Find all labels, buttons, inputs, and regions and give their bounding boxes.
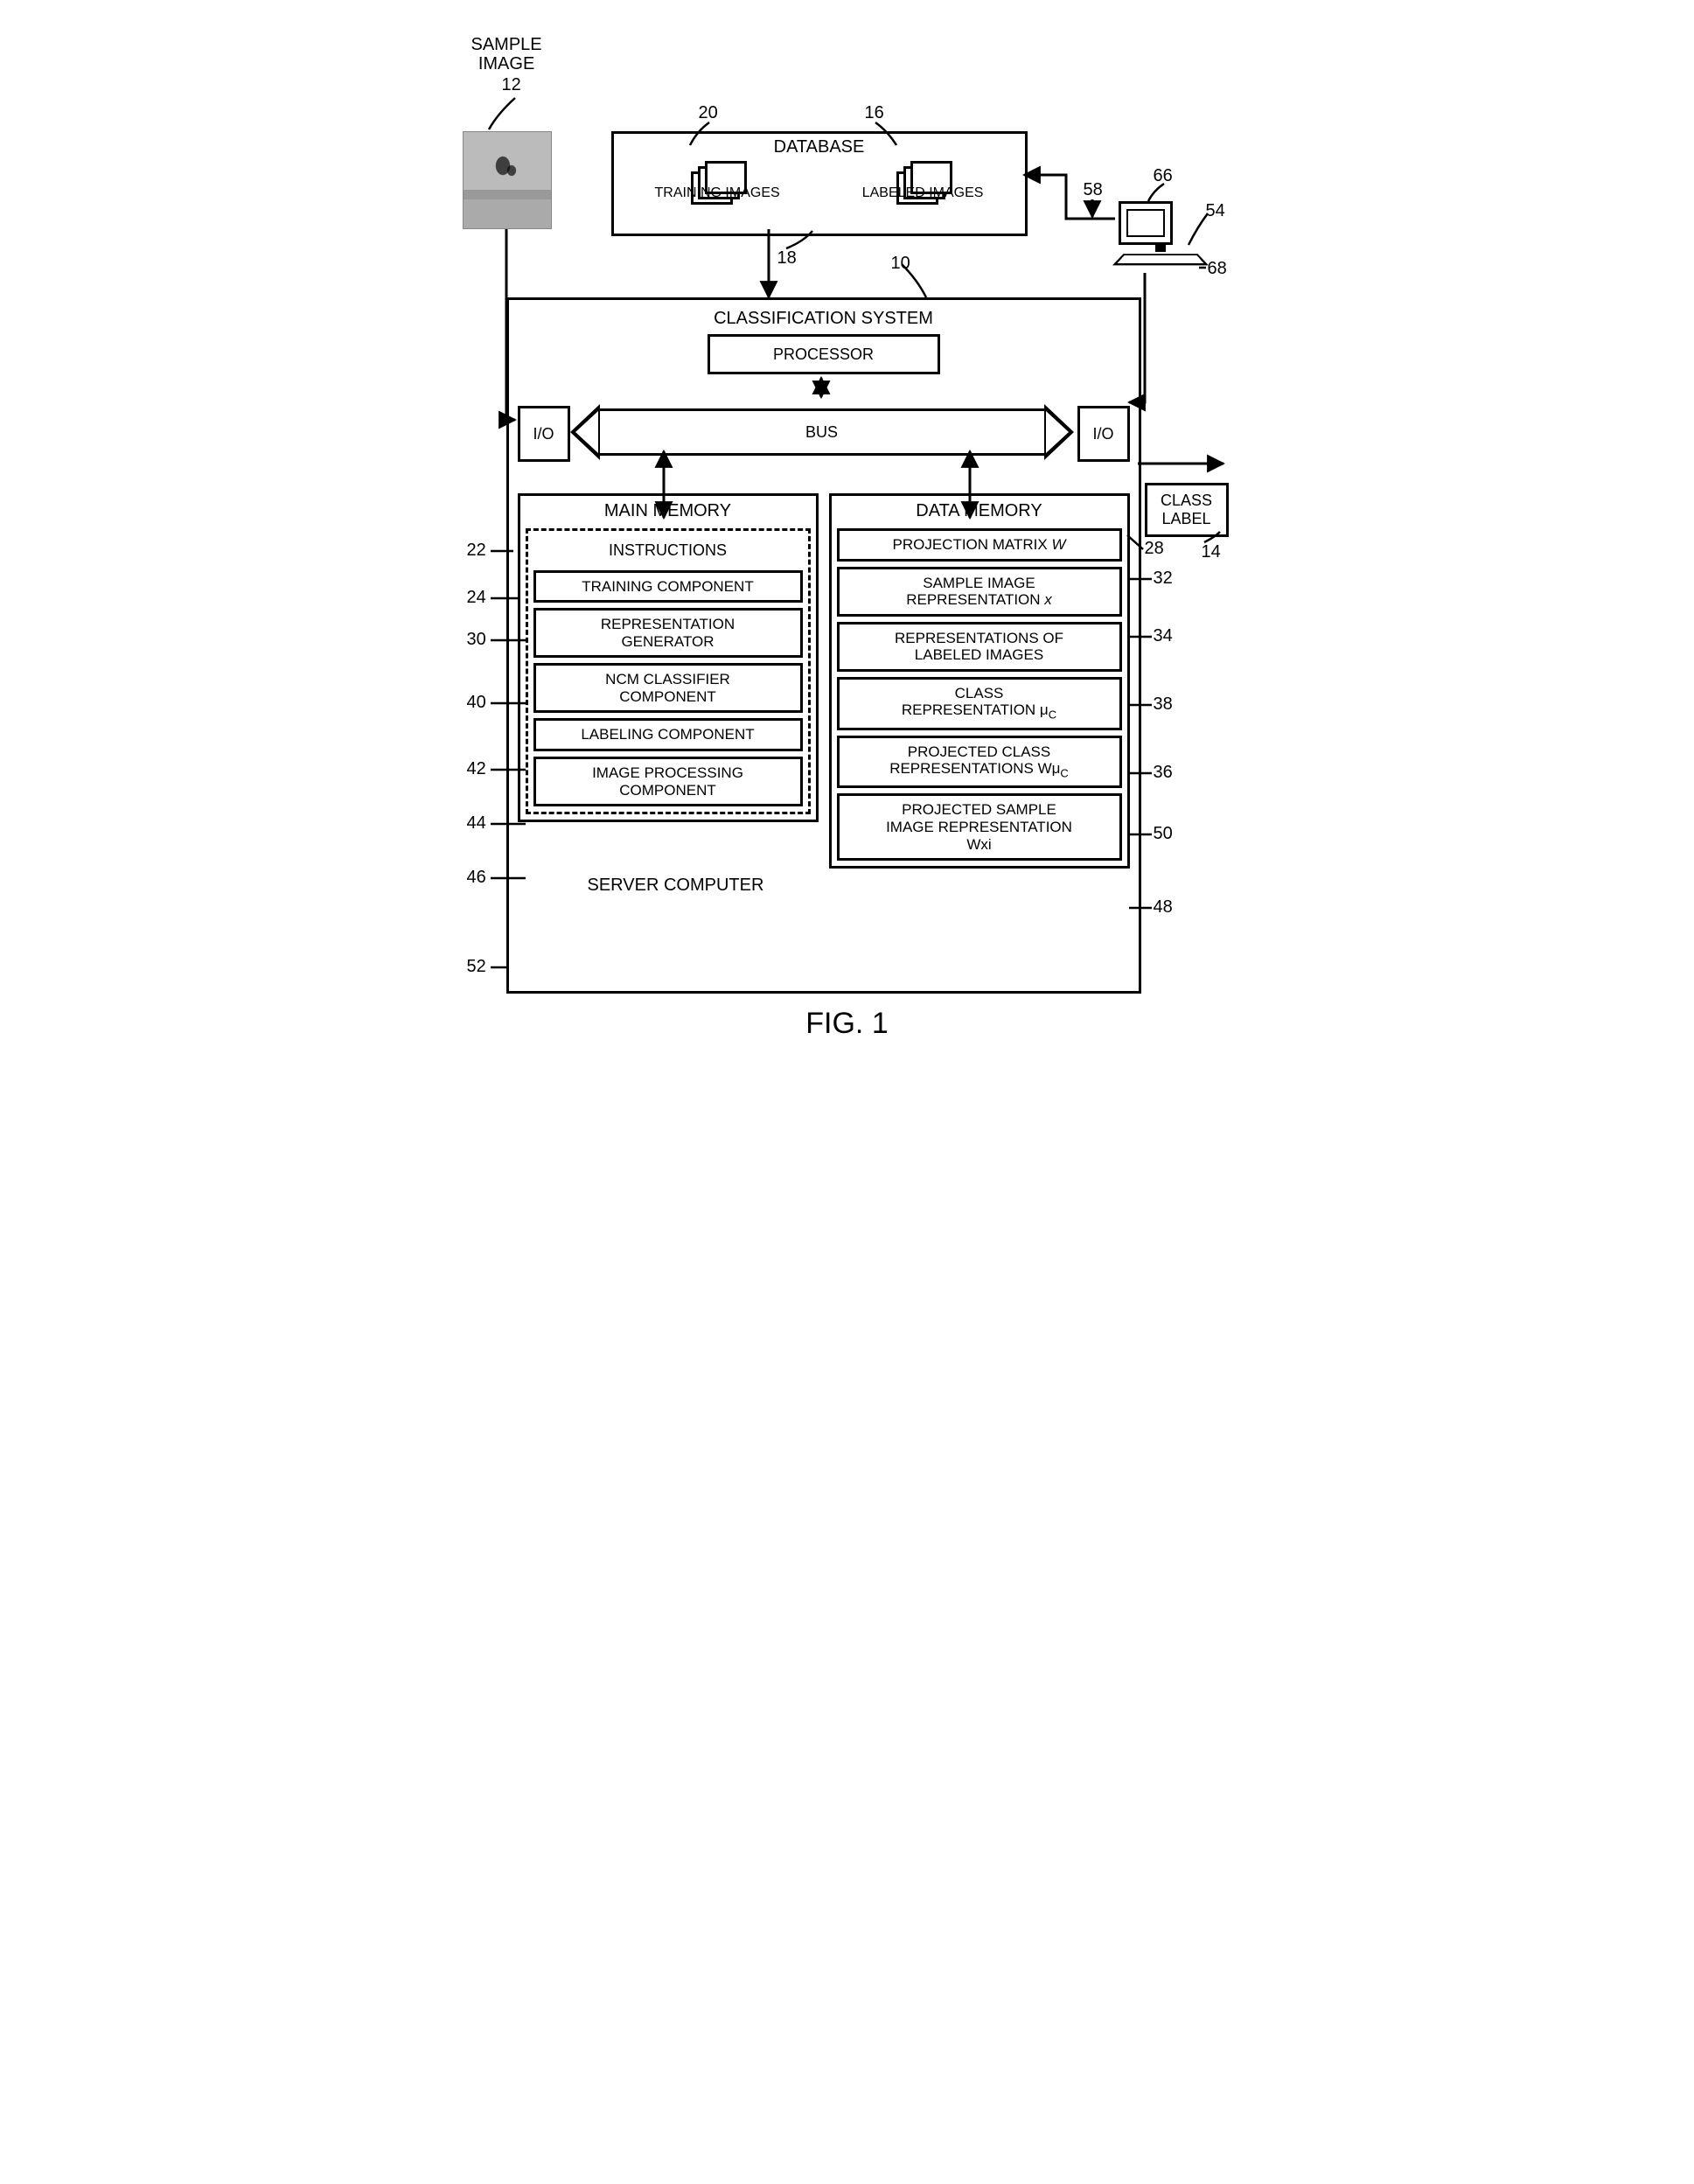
sample-image-label: SAMPLEIMAGE bbox=[471, 35, 542, 73]
processor-box: PROCESSOR bbox=[708, 334, 940, 374]
mm-item-3: LABELING COMPONENT bbox=[533, 718, 803, 751]
classification-system-box: CLASSIFICATION SYSTEM PROCESSOR I/O BUS … bbox=[506, 297, 1141, 994]
data-memory-box: DATA MEMORY PROJECTION MATRIX W SAMPLE IM… bbox=[829, 493, 1130, 869]
ref-18: 18 bbox=[777, 248, 797, 269]
server-computer-label: SERVER COMPUTER bbox=[509, 869, 1139, 903]
ref-10: 10 bbox=[891, 254, 910, 274]
ref-22: 22 bbox=[467, 541, 486, 561]
io-right-label: I/O bbox=[1087, 423, 1119, 445]
computer-icon bbox=[1119, 201, 1203, 268]
instructions-label: INSTRUCTIONS bbox=[533, 536, 803, 565]
ref-48: 48 bbox=[1154, 897, 1173, 918]
ref-46: 46 bbox=[467, 868, 486, 888]
ref-20: 20 bbox=[699, 103, 718, 123]
database-box: DATABASE TRAINING IMAGES LABELED IMAGES bbox=[611, 131, 1028, 236]
training-images-label: TRAINING IMAGES bbox=[655, 185, 780, 201]
mm-item-2: NCM CLASSIFIERCOMPONENT bbox=[533, 663, 803, 713]
mm-item-1: REPRESENTATIONGENERATOR bbox=[533, 608, 803, 658]
ref-38: 38 bbox=[1154, 694, 1173, 715]
io-right-box: I/O bbox=[1077, 406, 1130, 462]
ref-40: 40 bbox=[467, 693, 486, 713]
labeled-images-label: LABELED IMAGES bbox=[862, 185, 984, 201]
dm-item-1: SAMPLE IMAGEREPRESENTATION x bbox=[837, 567, 1122, 617]
ref-14: 14 bbox=[1202, 542, 1221, 562]
ref-44: 44 bbox=[467, 813, 486, 834]
bus-arrow: BUS bbox=[570, 404, 1074, 460]
database-title: DATABASE bbox=[614, 137, 1025, 157]
bus-label: BUS bbox=[800, 422, 843, 443]
io-left-label: I/O bbox=[527, 423, 559, 445]
main-memory-title: MAIN MEMORY bbox=[520, 496, 816, 523]
instructions-group: INSTRUCTIONS TRAINING COMPONENT REPRESEN… bbox=[526, 528, 811, 814]
mm-item-4: IMAGE PROCESSINGCOMPONENT bbox=[533, 757, 803, 806]
dm-item-2: REPRESENTATIONS OFLABELED IMAGES bbox=[837, 622, 1122, 672]
dm-item-5: PROJECTED SAMPLEIMAGE REPRESENTATIONWxi bbox=[837, 793, 1122, 861]
main-memory-box: MAIN MEMORY INSTRUCTIONS TRAINING COMPON… bbox=[518, 493, 819, 822]
ref-42: 42 bbox=[467, 759, 486, 779]
sample-image-thumb bbox=[463, 131, 552, 229]
ref-52: 52 bbox=[467, 957, 486, 977]
training-images-group: TRAINING IMAGES bbox=[655, 161, 780, 201]
dm-item-0: PROJECTION MATRIX W bbox=[837, 528, 1122, 562]
ref-50: 50 bbox=[1154, 824, 1173, 844]
ref-16: 16 bbox=[865, 103, 884, 123]
class-label-box: CLASSLABEL bbox=[1145, 483, 1229, 537]
ref-68: 68 bbox=[1208, 259, 1227, 279]
dm-item-3: CLASSREPRESENTATION μC bbox=[837, 677, 1122, 730]
ref-28: 28 bbox=[1145, 539, 1164, 559]
ref-12: 12 bbox=[502, 75, 521, 95]
ref-24: 24 bbox=[467, 588, 486, 608]
data-memory-title: DATA MEMORY bbox=[832, 496, 1127, 523]
labeled-images-group: LABELED IMAGES bbox=[862, 161, 984, 201]
dm-item-4: PROJECTED CLASSREPRESENTATIONS WμC bbox=[837, 736, 1122, 789]
class-label-text: CLASSLABEL bbox=[1155, 490, 1217, 529]
ref-32: 32 bbox=[1154, 569, 1173, 589]
io-left-box: I/O bbox=[518, 406, 570, 462]
ref-66: 66 bbox=[1154, 166, 1173, 186]
ref-58: 58 bbox=[1084, 180, 1103, 200]
processor-label: PROCESSOR bbox=[768, 344, 879, 366]
ref-36: 36 bbox=[1154, 763, 1173, 783]
figure-title: FIG. 1 bbox=[805, 1007, 888, 1041]
ref-54: 54 bbox=[1206, 201, 1225, 221]
ref-30: 30 bbox=[467, 630, 486, 650]
ref-34: 34 bbox=[1154, 626, 1173, 646]
mm-item-0: TRAINING COMPONENT bbox=[533, 570, 803, 604]
classification-system-title: CLASSIFICATION SYSTEM bbox=[509, 309, 1139, 329]
figure-canvas: SAMPLEIMAGE 12 DATABASE TRAINING IMAGES … bbox=[454, 35, 1241, 1032]
